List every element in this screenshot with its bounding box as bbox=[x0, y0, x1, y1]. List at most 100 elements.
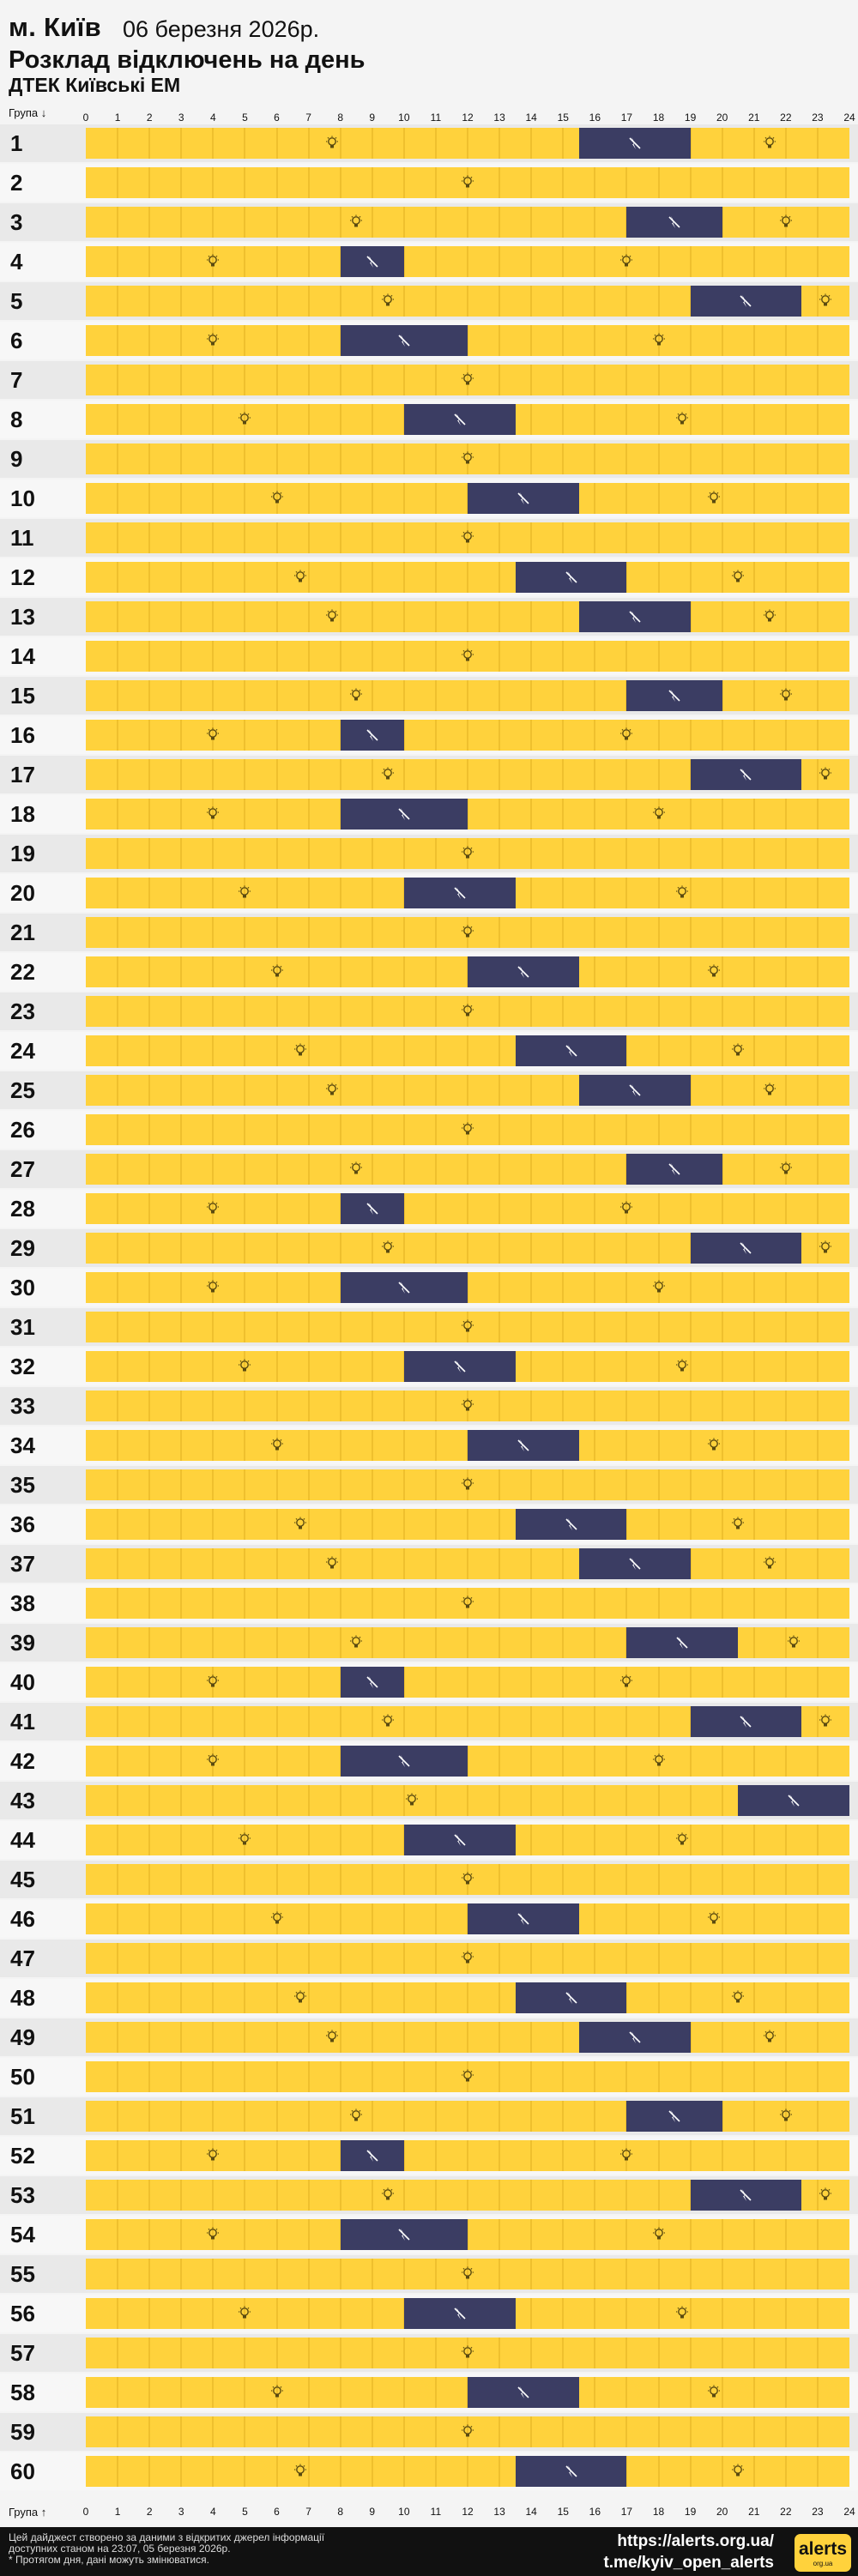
hour-gridline bbox=[148, 759, 151, 790]
hour-gridline bbox=[752, 2377, 755, 2408]
hour-gridline bbox=[530, 2022, 533, 2053]
power-off-icon bbox=[786, 1793, 801, 1808]
hour-gridline bbox=[180, 2456, 183, 2487]
hour-gridline bbox=[562, 1075, 565, 1106]
lightbulb-icon bbox=[730, 570, 746, 585]
hour-gridline bbox=[784, 246, 787, 277]
hour-gridline bbox=[117, 1903, 119, 1934]
hour-gridline bbox=[402, 207, 405, 238]
hour-gridline bbox=[275, 1785, 278, 1816]
hour-gridline bbox=[784, 1469, 787, 1500]
hour-gridline bbox=[784, 1627, 787, 1658]
hour-gridline bbox=[117, 167, 119, 198]
hour-gridline bbox=[148, 1943, 151, 1974]
hour-gridline bbox=[816, 1627, 819, 1658]
hour-gridline bbox=[212, 404, 214, 435]
hour-gridline bbox=[117, 1233, 119, 1264]
hour-gridline bbox=[212, 601, 214, 632]
telegram-link[interactable]: t.me/kyiv_open_alerts bbox=[603, 2554, 774, 2572]
hour-gridline bbox=[498, 641, 501, 672]
group-label: 23 bbox=[10, 998, 35, 1024]
hour-gridline bbox=[371, 1785, 373, 1816]
hour-gridline bbox=[180, 1903, 183, 1934]
group-label: 14 bbox=[10, 643, 35, 669]
hour-gridline bbox=[212, 1785, 214, 1816]
hour-gridline bbox=[784, 2456, 787, 2487]
hour-gridline bbox=[784, 1864, 787, 1895]
hour-gridline bbox=[307, 2298, 310, 2329]
hour-gridline bbox=[625, 443, 628, 474]
hour-gridline bbox=[657, 2259, 660, 2289]
hour-gridline bbox=[689, 1509, 692, 1540]
hour-gridline bbox=[530, 2180, 533, 2211]
hour-gridline bbox=[467, 1588, 468, 1619]
disclaimer-line: Цей дайджест створено за даними з відкри… bbox=[9, 2531, 325, 2543]
power-off-icon bbox=[516, 491, 531, 506]
group-label: 50 bbox=[10, 2064, 35, 2090]
hour-gridline bbox=[148, 1469, 151, 1500]
hour-gridline bbox=[625, 522, 628, 553]
group-label: 36 bbox=[10, 1511, 35, 1537]
hour-gridline bbox=[307, 1469, 310, 1500]
hour-gridline bbox=[752, 2140, 755, 2171]
hour-gridline bbox=[180, 1430, 183, 1461]
hour-gridline bbox=[180, 1746, 183, 1777]
hour-gridline bbox=[752, 1075, 755, 1106]
hour-tick-label: 21 bbox=[748, 2506, 760, 2518]
hour-gridline bbox=[530, 601, 533, 632]
hour-gridline bbox=[816, 759, 819, 790]
hour-gridline bbox=[307, 286, 310, 317]
hour-gridline bbox=[467, 1075, 468, 1106]
hour-gridline bbox=[180, 483, 183, 514]
hour-gridline bbox=[721, 996, 723, 1027]
hour-gridline bbox=[594, 1430, 596, 1461]
hour-gridline bbox=[784, 1667, 787, 1698]
hour-gridline bbox=[752, 2022, 755, 2053]
hour-gridline bbox=[402, 2140, 405, 2171]
site-link[interactable]: https://alerts.org.ua/ bbox=[617, 2532, 774, 2550]
hour-gridline bbox=[434, 246, 437, 277]
hour-gridline bbox=[530, 2061, 533, 2092]
hour-tick-label: 13 bbox=[493, 112, 505, 124]
hour-gridline bbox=[625, 1667, 628, 1698]
group-label: 28 bbox=[10, 1196, 35, 1222]
lightbulb-icon bbox=[651, 806, 667, 822]
hour-gridline bbox=[434, 1509, 437, 1540]
hour-gridline bbox=[562, 286, 565, 317]
hour-tick-label: 17 bbox=[620, 112, 633, 124]
group-label: 18 bbox=[10, 801, 35, 827]
hour-gridline bbox=[275, 1667, 278, 1698]
lightbulb-icon bbox=[205, 727, 221, 743]
hour-gridline bbox=[816, 1035, 819, 1066]
hour-gridline bbox=[212, 1233, 214, 1264]
hour-gridline bbox=[657, 2338, 660, 2368]
hour-gridline bbox=[530, 286, 533, 317]
hour-gridline bbox=[180, 443, 183, 474]
hour-gridline bbox=[689, 483, 692, 514]
hour-gridline bbox=[212, 720, 214, 751]
hour-gridline bbox=[339, 1035, 341, 1066]
lightbulb-icon bbox=[674, 1359, 690, 1374]
hour-gridline bbox=[467, 1154, 468, 1185]
hour-gridline bbox=[530, 1114, 533, 1145]
power-off-icon bbox=[627, 1083, 643, 1098]
lightbulb-icon bbox=[269, 964, 285, 980]
hour-gridline bbox=[689, 2456, 692, 2487]
power-off-icon bbox=[452, 1832, 468, 1848]
hour-gridline bbox=[212, 956, 214, 987]
hour-tick-label: 9 bbox=[369, 112, 376, 124]
hour-gridline bbox=[371, 601, 373, 632]
hour-gridline bbox=[752, 996, 755, 1027]
hour-gridline bbox=[307, 1667, 310, 1698]
hour-gridline bbox=[371, 878, 373, 908]
hour-gridline bbox=[180, 2338, 183, 2368]
hour-gridline bbox=[498, 2338, 501, 2368]
hour-gridline bbox=[434, 1430, 437, 1461]
hour-gridline bbox=[562, 1193, 565, 1224]
hour-gridline bbox=[244, 1075, 246, 1106]
hour-gridline bbox=[530, 1785, 533, 1816]
hour-gridline bbox=[530, 1233, 533, 1264]
lightbulb-icon bbox=[651, 1753, 667, 1769]
hour-gridline bbox=[117, 286, 119, 317]
hour-gridline bbox=[657, 2219, 660, 2250]
